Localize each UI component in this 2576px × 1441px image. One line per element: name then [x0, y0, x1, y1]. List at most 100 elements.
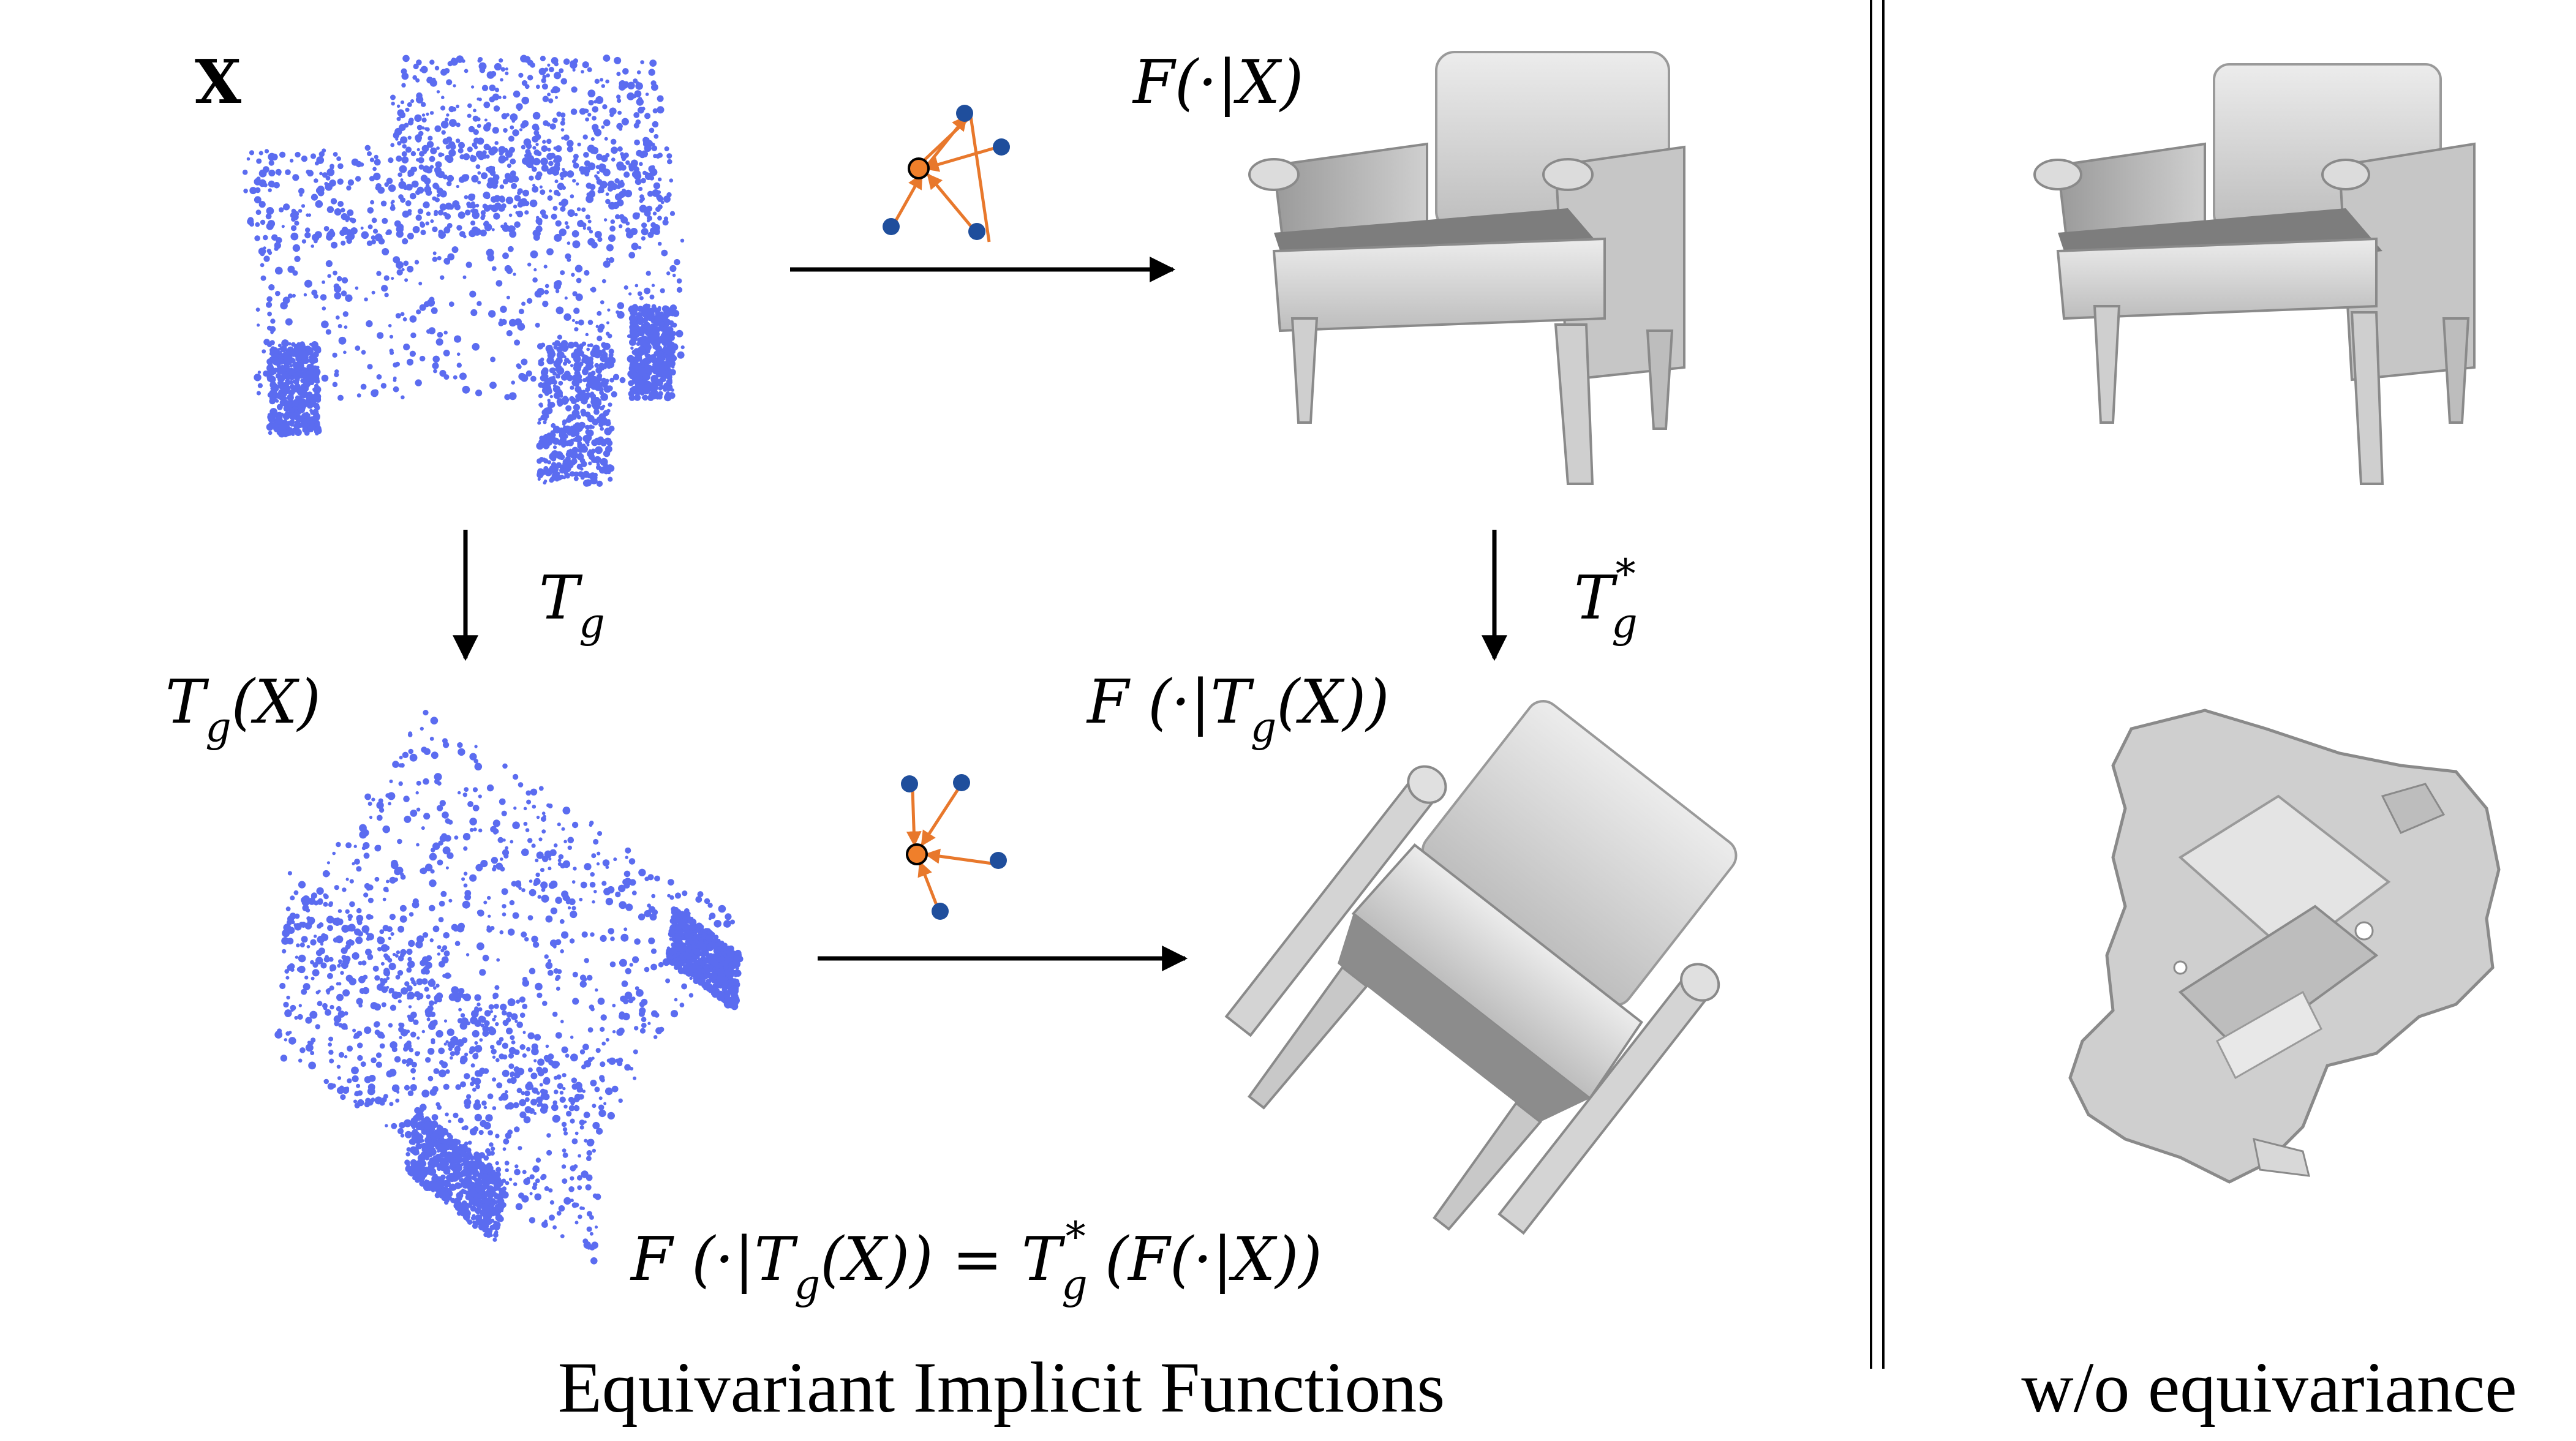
point — [559, 455, 562, 459]
point — [435, 338, 443, 346]
point — [594, 231, 602, 238]
point — [554, 162, 560, 168]
point — [314, 161, 319, 166]
point — [301, 204, 306, 208]
point — [567, 140, 574, 147]
point — [469, 1128, 477, 1135]
point — [590, 932, 595, 937]
point — [506, 330, 513, 337]
point — [455, 138, 461, 143]
point — [641, 228, 649, 236]
point — [633, 78, 638, 84]
point — [589, 230, 593, 234]
point — [502, 1020, 507, 1025]
point — [426, 1170, 431, 1175]
point — [649, 913, 657, 921]
point — [585, 439, 590, 445]
point — [285, 1031, 290, 1036]
point — [429, 1149, 435, 1155]
point — [481, 1175, 487, 1180]
point — [492, 93, 500, 100]
point — [581, 445, 588, 453]
point — [671, 908, 679, 915]
point — [461, 877, 465, 881]
point — [587, 1027, 593, 1033]
point — [492, 127, 499, 134]
point — [558, 1205, 565, 1212]
point — [562, 422, 566, 426]
point — [258, 179, 266, 187]
point — [444, 258, 450, 265]
point — [494, 62, 502, 71]
point — [336, 156, 341, 161]
point — [312, 233, 320, 241]
point — [573, 1105, 580, 1112]
point — [412, 1129, 418, 1135]
point — [571, 273, 575, 277]
point — [465, 1178, 473, 1186]
point — [344, 1055, 348, 1059]
point — [499, 798, 506, 805]
point — [655, 154, 661, 159]
point — [443, 950, 450, 957]
point — [293, 923, 298, 927]
point — [499, 184, 505, 189]
point — [571, 880, 576, 884]
point — [401, 268, 405, 271]
point — [518, 309, 524, 315]
point — [374, 1021, 380, 1028]
point — [426, 211, 431, 216]
point — [438, 152, 443, 157]
point — [547, 148, 551, 152]
point — [574, 265, 583, 273]
point — [380, 383, 387, 389]
point — [409, 350, 416, 357]
point — [474, 1041, 478, 1045]
point — [501, 810, 507, 816]
point — [527, 1067, 533, 1073]
point — [332, 851, 336, 856]
point — [535, 323, 540, 328]
point — [254, 374, 262, 382]
point — [606, 361, 613, 368]
point — [405, 184, 413, 191]
point — [699, 924, 704, 930]
point — [516, 999, 520, 1004]
point — [297, 1014, 303, 1020]
point — [553, 345, 558, 350]
point — [624, 1064, 631, 1071]
point — [492, 1237, 497, 1242]
point — [534, 290, 541, 298]
point — [441, 130, 446, 135]
point — [456, 363, 462, 368]
point — [339, 201, 344, 206]
point — [380, 200, 387, 207]
point — [734, 951, 739, 956]
point — [641, 236, 646, 241]
point — [420, 355, 426, 362]
point — [634, 139, 640, 146]
point — [616, 72, 621, 77]
point — [572, 374, 579, 382]
point — [677, 351, 685, 359]
point — [420, 230, 426, 236]
point — [382, 248, 390, 255]
point — [578, 1214, 582, 1219]
point — [527, 915, 533, 920]
point — [441, 96, 445, 99]
point — [406, 358, 414, 366]
point — [586, 182, 592, 189]
point — [703, 965, 710, 971]
point — [409, 1146, 418, 1154]
point — [650, 377, 657, 383]
point — [596, 862, 600, 866]
point — [456, 225, 462, 231]
point — [416, 807, 421, 812]
point — [333, 152, 338, 157]
point — [519, 128, 523, 132]
point — [660, 200, 665, 205]
point — [475, 164, 481, 169]
point — [436, 90, 440, 94]
point — [587, 429, 594, 437]
point — [623, 285, 628, 290]
